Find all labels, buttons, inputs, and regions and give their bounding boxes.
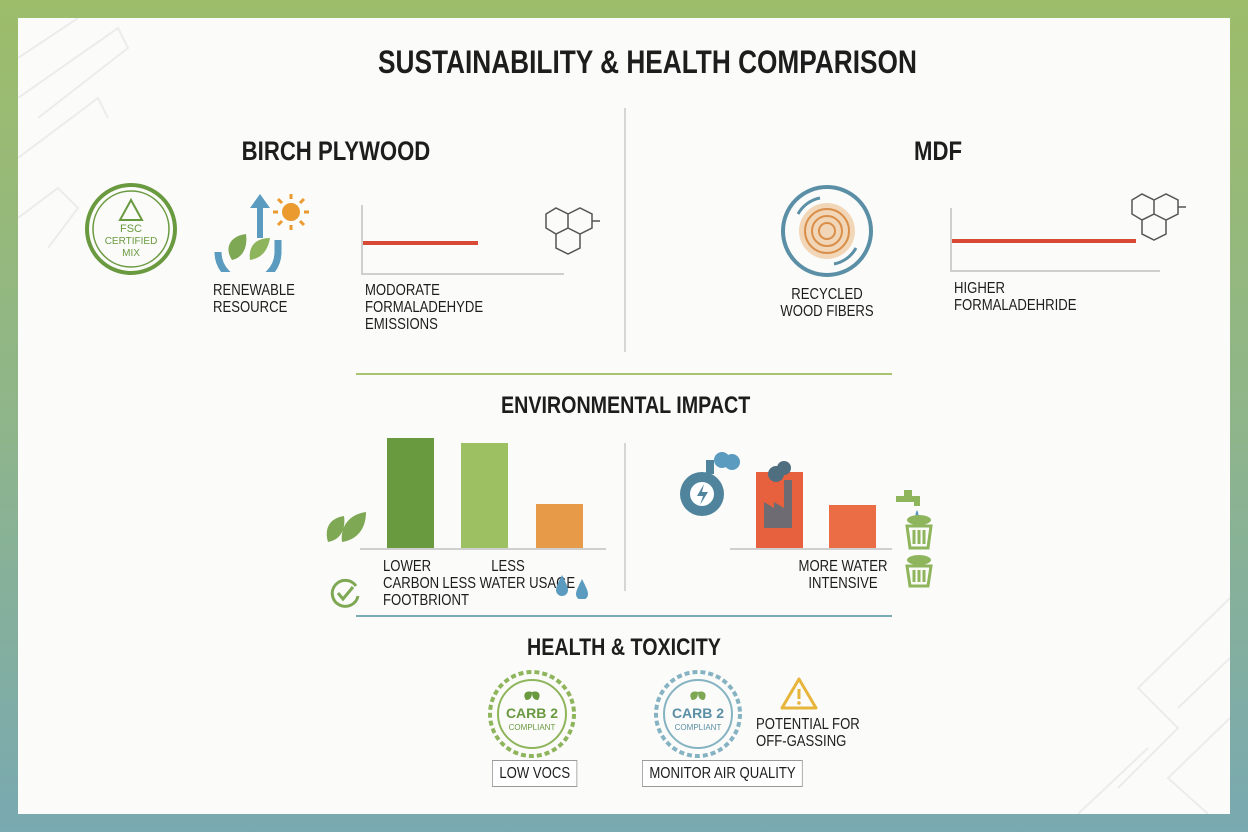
birch-heading: BIRCH PLYWOOD <box>241 136 431 166</box>
infographic-panel: SUSTAINABILITY & HEALTH COMPARISON BIRCH… <box>18 18 1230 814</box>
svg-text:COMPLIANT: COMPLIANT <box>509 723 556 732</box>
recycled-fibers-icon <box>781 185 873 277</box>
mdf-emission-baseline <box>950 270 1160 272</box>
svg-text:COMPLIANT: COMPLIANT <box>675 723 722 732</box>
birch-chart-baseline <box>360 548 606 550</box>
birch-impact-chart <box>360 438 606 548</box>
water-drops-icon <box>556 575 588 599</box>
environmental-heading: ENVIRONMENTAL IMPACT <box>501 392 751 419</box>
birch-emission-baseline <box>361 273 564 275</box>
mdf-emission-level-line <box>952 239 1136 243</box>
formaldehyde-molecule-icon <box>545 207 600 255</box>
fsc-badge: FSC CERTIFIED MIX <box>85 183 177 275</box>
birch-emission-level-line <box>363 241 478 245</box>
factory-gear-icon <box>680 452 740 516</box>
off-gassing-label: POTENTIAL FOR OFF-GASSING <box>756 716 860 750</box>
factory-smoke-icon <box>764 461 792 528</box>
renewable-label: RENEWABLE RESOURCE <box>213 282 295 316</box>
svg-text:FSC: FSC <box>120 223 142 235</box>
svg-text:CARB 2: CARB 2 <box>506 705 558 721</box>
chart-divider <box>624 443 626 591</box>
low-vocs-tag: LOW VOCs <box>492 760 578 787</box>
page-title: SUSTAINABILITY & HEALTH COMPARISON <box>378 44 917 80</box>
leaf-icon <box>326 512 366 542</box>
svg-text:MIX: MIX <box>122 248 140 259</box>
tree-check-icon <box>118 197 144 221</box>
water-label: LESS LESS WATER USAGE <box>442 558 576 592</box>
mdf-heading: MDF <box>914 136 962 166</box>
carb2-badge-birch: CARB 2 COMPLIANT <box>488 670 576 758</box>
carb2-badge-mdf: CARB 2 COMPLIANT <box>654 670 742 758</box>
mdf-emission-axis <box>950 208 952 272</box>
renewable-icon <box>214 194 309 272</box>
mdf-chart-baseline <box>730 548 892 550</box>
birch-emissions-label: MODORATE FORMALADEHYDE EMISSIONS <box>365 282 484 333</box>
mdf-impact-chart <box>730 438 892 548</box>
recycled-label: RECYCLED WOOD FIBERS <box>780 286 874 320</box>
mdf-water-label: MORE WATER INTENSIVE <box>798 558 888 592</box>
impact-bar <box>536 504 583 548</box>
birch-emission-axis <box>361 205 363 275</box>
impact-bar <box>461 443 508 548</box>
formaldehyde-molecule-icon <box>1131 193 1186 241</box>
svg-text:CERTIFIED: CERTIFIED <box>105 236 158 247</box>
mdf-emissions-label: HIGHER FORMALADEHRIDE <box>954 280 1077 314</box>
impact-bar <box>829 505 876 548</box>
warning-icon <box>780 677 818 710</box>
recycle-check-icon <box>330 578 360 608</box>
impact-bar <box>387 438 434 548</box>
svg-text:CARB 2: CARB 2 <box>672 705 724 721</box>
health-heading: HEALTH & TOXICITY <box>527 634 721 661</box>
divider-teal <box>356 615 892 617</box>
decorative-lines-bottom-right <box>1077 597 1230 814</box>
trash-bin-icon <box>905 555 933 588</box>
divider-green <box>356 373 892 375</box>
decorative-lines-top-left <box>18 18 130 249</box>
monitor-air-quality-tag: MONITOR AIR QUALITY <box>642 760 804 787</box>
trash-bin-icon <box>905 515 933 550</box>
carbon-label: LOWER CARBON FOOTBRIONT <box>383 558 470 609</box>
section-divider <box>624 108 626 352</box>
